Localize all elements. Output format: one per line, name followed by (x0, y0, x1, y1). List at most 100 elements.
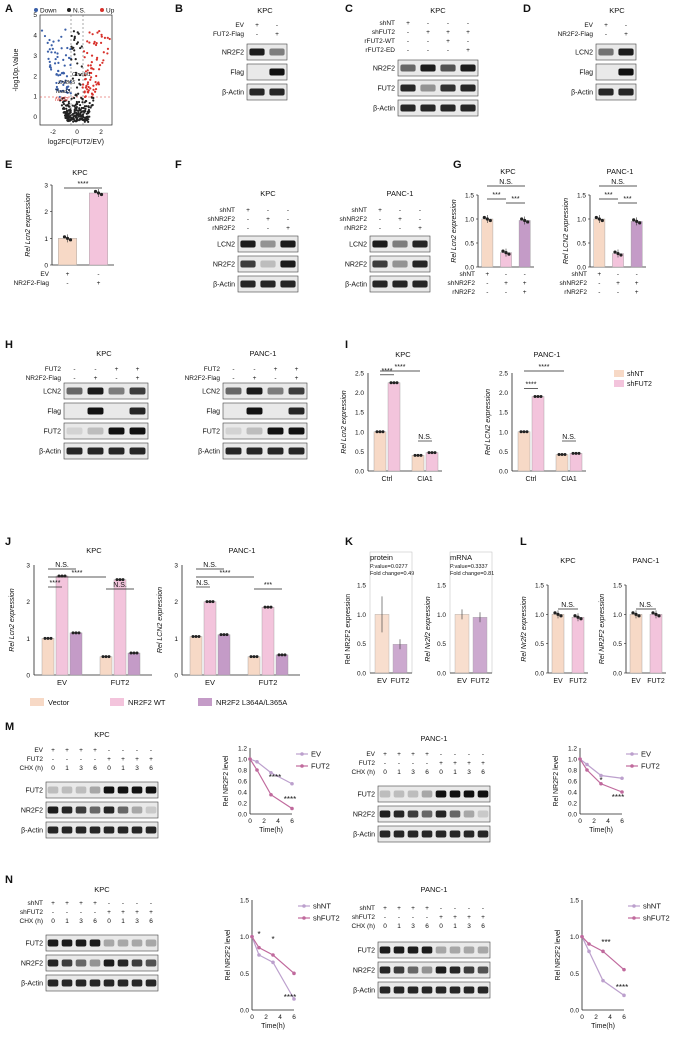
panel-k-tick-label: 1.0 (357, 612, 366, 619)
panel-m-sign: + (135, 756, 139, 763)
panel-e-dot (62, 235, 67, 239)
panel-m-band (421, 790, 433, 798)
panel-i-tick-label: 2.5 (355, 371, 364, 378)
panel-n-line-series-line (251, 936, 295, 974)
panel-n-band (103, 939, 115, 947)
panel-i-sig: **** (395, 364, 406, 371)
panel-g-dot (526, 220, 530, 224)
panel-g-sign: - (505, 271, 507, 278)
panel-m-band (145, 786, 157, 794)
panel-k-tick-label: 0.5 (357, 641, 366, 648)
panel-n-line-series-point (587, 949, 591, 954)
panel-j-legend-label: NR2F2 L364A/L365A (216, 698, 287, 707)
volcano-point (73, 38, 76, 42)
panel-f-sign: - (399, 225, 401, 232)
panel-m-line-series-point (585, 768, 589, 772)
volcano-point (72, 30, 76, 33)
panel-d-row-label: EV (584, 22, 593, 29)
volcano-point (94, 43, 98, 47)
panel-m-band (463, 810, 475, 818)
panel-n-band (89, 939, 101, 947)
panel-g-ylabel: Rel Lcn2 expression (451, 199, 458, 263)
volcano-point (66, 91, 69, 94)
panel-f-band-label: LCN2 (217, 242, 235, 249)
panel-i-tick-label: 1.5 (499, 410, 508, 417)
panel-n-band (75, 939, 87, 947)
panel-j-bar (217, 634, 231, 676)
panel-g-dot (523, 218, 527, 223)
panel-n-line-ylabel: Rel NR2F2 level (555, 929, 562, 980)
panel-j-dot (129, 651, 133, 655)
panel-n-cell: PANC-1 (421, 885, 448, 894)
panel-n-band (145, 979, 157, 987)
panel-n-row-label: CHX (h) (352, 923, 375, 930)
panel-i-dot (560, 453, 564, 457)
panel-g-sign: + (523, 289, 527, 296)
panel-d-band-label: LCN2 (575, 50, 593, 57)
panel-m-band-label: β-Actin (21, 828, 43, 835)
panel-m-sign: + (383, 751, 387, 758)
panel-n-line-legend-point (302, 904, 306, 908)
panel-g-sign: - (486, 280, 488, 287)
panel-h-band (108, 447, 125, 455)
panel-n-sign: 6 (481, 923, 485, 930)
panel-n-band (89, 979, 101, 987)
volcano-point (87, 85, 90, 89)
panel-l-sig: N.S. (561, 602, 575, 609)
panel-m-band (145, 826, 157, 834)
panel-m-sign: + (411, 751, 415, 758)
panel-m-sign: - (440, 751, 442, 758)
volcano-point (73, 112, 76, 115)
panel-h-sign: + (253, 375, 257, 382)
panel-m-band (421, 830, 433, 838)
volcano-point (60, 72, 64, 75)
panel-n-line-series-point (271, 960, 275, 965)
panel-f-sign: - (379, 216, 381, 223)
panel-m-sign: 1 (65, 765, 69, 772)
panel-k-tick-label: 1.5 (437, 583, 446, 590)
panel-f-row-label: rNR2F2 (344, 225, 367, 232)
panel-n-band (435, 966, 447, 974)
panel-n-band-label: β-Actin (353, 988, 375, 995)
volcano-point (106, 52, 109, 55)
panel-i-bar (517, 431, 531, 472)
panel-n-line-ylabel: Rel NR2F2 level (225, 929, 232, 980)
panel-m-line-series-point (255, 768, 259, 772)
volcano-point (92, 42, 96, 45)
panel-m-sign: 6 (149, 765, 153, 772)
volcano-point (94, 87, 98, 91)
panel-l-dot (559, 614, 563, 618)
panel-h-band (66, 387, 83, 395)
panel-n-line-tick-label: 1.0 (570, 934, 579, 941)
volcano-point (81, 114, 84, 117)
panel-n-band-frame (45, 934, 159, 952)
panel-j-bar (127, 652, 141, 676)
panel-n-sign: + (411, 905, 415, 912)
panel-l-dot (579, 617, 583, 621)
panel-f-band (260, 260, 276, 268)
panel-h-band-label: Flag (47, 409, 61, 416)
panel-f-band (372, 260, 388, 268)
panel-k-group: EV (457, 676, 467, 685)
panel-m-sign: - (136, 747, 138, 754)
panel-i-dot (375, 430, 379, 434)
panel-g-sig: N.S. (611, 179, 625, 186)
panel-f-band (372, 240, 388, 248)
volcano-point (80, 106, 83, 110)
panel-f-band-frame (237, 235, 299, 253)
panel-n-band-label: NR2F2 (353, 968, 375, 975)
panel-m-sign: + (453, 760, 457, 767)
panel-c-band-frame (397, 79, 479, 97)
panel-c-sign: - (467, 38, 469, 45)
panel-f-band-label: LCN2 (349, 242, 367, 249)
panel-f-band-label: NR2F2 (213, 262, 235, 269)
volcano-legend-dot (34, 8, 38, 12)
panel-m-line-legend-point (630, 752, 634, 756)
panel-g-row-label: rNR2F2 (564, 289, 587, 296)
panel-h-band-frame (222, 422, 308, 440)
panel-m-band (449, 830, 461, 838)
panel-m-line-tick-label: 1.0 (238, 757, 247, 764)
panel-m-line-series-line (579, 758, 623, 793)
volcano-point (103, 36, 107, 40)
panel-m-line-legend-label: EV (311, 750, 321, 759)
